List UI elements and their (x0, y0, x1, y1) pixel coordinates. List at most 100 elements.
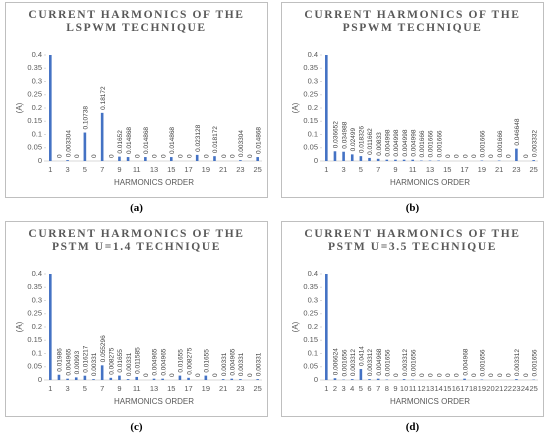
bar (66, 160, 69, 161)
bar (126, 379, 130, 380)
x-tick-label: 23 (236, 165, 244, 174)
value-label: 0 (195, 373, 202, 377)
x-tick-label: 23 (512, 165, 520, 174)
x-tick-label: 24 (521, 384, 529, 393)
y-tick-label: 0.25 (303, 90, 318, 99)
chart-title: CURRENT HARMONICS OF THE PSTM U=1.4 TECH… (28, 228, 245, 253)
value-label: 0 (445, 154, 452, 158)
y-tick-label: 0.1 (32, 129, 42, 138)
y-tick-label: 0.05 (27, 362, 42, 371)
x-tick-label: 12 (417, 384, 425, 393)
value-label: 0 (497, 373, 504, 377)
value-label: 0.001656 (385, 349, 392, 376)
value-label: 0 (445, 373, 452, 377)
value-label: 0.004965 (65, 348, 72, 375)
value-label: 0 (393, 373, 400, 377)
bar (92, 379, 95, 380)
bar (359, 369, 363, 380)
value-label: 0.023128 (195, 124, 202, 151)
value-label: 0 (247, 373, 254, 377)
x-tick-label: 15 (443, 165, 451, 174)
value-label: 0.004998 (393, 129, 400, 156)
value-label: 0.001656 (410, 349, 417, 376)
value-label: 0.014868 (126, 127, 133, 154)
x-tick-label: 1 (324, 384, 328, 393)
y-tick-label: 0.15 (303, 335, 318, 344)
y-tick-label: 0.35 (303, 63, 318, 72)
bar (135, 376, 139, 380)
value-label: 0 (454, 373, 461, 377)
value-label: 0.018326 (359, 126, 366, 153)
bar (463, 378, 466, 380)
x-tick-label: 8 (385, 384, 389, 393)
value-label: 0 (488, 373, 495, 377)
y-tick-label: 0.2 (32, 322, 42, 331)
bar (74, 377, 78, 380)
y-tick-label: 0.25 (27, 90, 42, 99)
x-tick-label: 13 (426, 165, 434, 174)
x-tick-label: 13 (150, 165, 158, 174)
bar (178, 375, 182, 380)
value-label: 0.004998 (410, 129, 417, 156)
x-tick-label: 19 (478, 384, 486, 393)
value-label: 0 (419, 373, 426, 377)
y-tick-label: 0.4 (308, 269, 318, 278)
bar (342, 151, 345, 161)
value-label: 0 (134, 154, 141, 158)
chart-title: CURRENT HARMONICS OF THE LSPWM TECHNIQUE (28, 9, 245, 34)
x-tick-label: 21 (495, 384, 503, 393)
y-tick-label: 0.2 (308, 322, 318, 331)
value-label: 0.004965 (229, 348, 236, 375)
chart: 0 0.05 0.1 0.15 0.2 0.25 0.3 0.35 0.4 (A) HARMONIC… (15, 50, 262, 187)
value-label: 0.02499 (350, 127, 357, 151)
x-tick-label: 21 (495, 165, 503, 174)
value-label: 0.001666 (428, 130, 435, 157)
value-label: 0 (109, 154, 116, 158)
y-tick-label: 0.3 (32, 76, 42, 85)
value-label: 0.014868 (255, 127, 262, 154)
y-tick-label: 0.1 (308, 348, 318, 357)
y-axis-title: (A) (15, 102, 24, 113)
value-label: 0 (204, 154, 211, 158)
chart-panel: CURRENT HARMONICS OF THE PSTM U=1.4 TECH… (5, 221, 268, 417)
value-label: 0.00331 (91, 352, 98, 376)
value-label: 0.00331 (126, 352, 133, 376)
x-tick-label: 23 (236, 384, 244, 393)
bar (49, 274, 52, 380)
bar (256, 157, 259, 161)
value-label: 0.01986 (57, 348, 64, 372)
x-tick-label: 11 (409, 165, 417, 174)
x-axis-title: HARMONICS ORDER (114, 178, 194, 187)
y-axis-title: (A) (291, 102, 300, 113)
y-tick-label: 0.25 (303, 309, 318, 318)
x-tick-label: 25 (254, 384, 262, 393)
x-axis-title: HARMONICS ORDER (390, 178, 470, 187)
x-axis-title: HARMONICS ORDER (390, 397, 470, 406)
bar (394, 159, 397, 161)
value-label: 0.016217 (83, 345, 90, 372)
bar (83, 375, 87, 380)
bar (144, 157, 147, 161)
y-tick-label: 0.05 (303, 143, 318, 152)
value-label: 0.01655 (117, 349, 124, 373)
x-tick-label: 21 (219, 165, 227, 174)
bar (66, 378, 69, 380)
x-tick-label: 7 (100, 384, 104, 393)
x-tick-label: 6 (367, 384, 371, 393)
bar (256, 379, 259, 380)
x-tick-label: 5 (83, 384, 87, 393)
y-tick-label: 0.35 (27, 63, 42, 72)
x-tick-label: 25 (530, 384, 538, 393)
bar (515, 148, 518, 161)
x-tick-label: 11 (133, 384, 141, 393)
x-tick-label: 15 (167, 384, 175, 393)
x-tick-label: 9 (393, 165, 397, 174)
y-axis-title: (A) (15, 321, 24, 332)
chart-panel: CURRENT HARMONICS OF THE LSPWM TECHNIQUE… (5, 2, 268, 198)
value-label: 0.055296 (100, 335, 107, 362)
x-tick-label: 20 (486, 384, 494, 393)
value-label: 0 (91, 154, 98, 158)
value-label: 0.011585 (134, 347, 141, 374)
bar (402, 379, 406, 380)
